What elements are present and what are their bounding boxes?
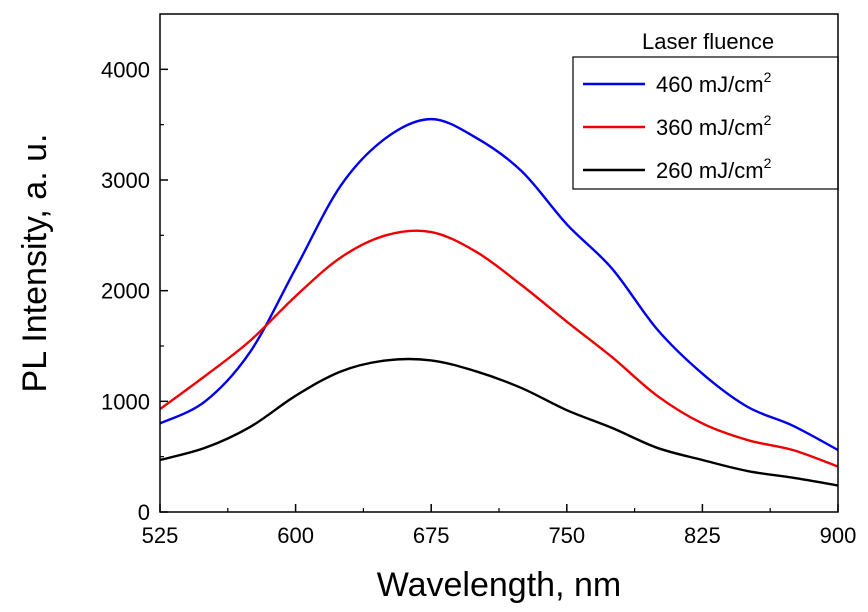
series-layer: [159, 117, 839, 487]
x-tick-label: 750: [548, 523, 585, 548]
ticks-layer: 525 600 675 750 825 900 0 1000 2000 3000 4000: [101, 57, 856, 548]
y-axis-title: PL Intensity, a. u.: [16, 134, 54, 393]
x-tick-label: 675: [413, 523, 450, 548]
y-tick-label: 3000: [101, 168, 150, 193]
legend-title: Laser fluence: [642, 29, 774, 54]
y-tick-label: 4000: [101, 57, 150, 82]
y-tick-label: 1000: [101, 389, 150, 414]
x-tick-label: 600: [277, 523, 314, 548]
legend: Laser fluence 460 mJ/cm2 360 mJ/cm2 260 mJ…: [572, 29, 839, 190]
legend-entries: 460 mJ/cm2 360 mJ/cm2 260 mJ/cm2: [583, 69, 772, 183]
y-tick-label: 2000: [101, 279, 150, 304]
series-line-1: [159, 117, 839, 452]
x-tick-label: 900: [820, 523, 857, 548]
legend-label-1: 460 mJ/cm2: [656, 69, 772, 97]
series-line-3: [159, 357, 839, 487]
x-tick-label: 825: [684, 523, 721, 548]
legend-label-3: 260 mJ/cm2: [656, 155, 772, 183]
legend-box: [572, 56, 839, 190]
x-tick-label: 525: [142, 523, 179, 548]
y-tick-label: 0: [138, 500, 150, 525]
legend-label-2: 360 mJ/cm2: [656, 112, 772, 140]
series-line-2: [159, 229, 839, 468]
x-axis-title: Wavelength, nm: [377, 566, 621, 604]
